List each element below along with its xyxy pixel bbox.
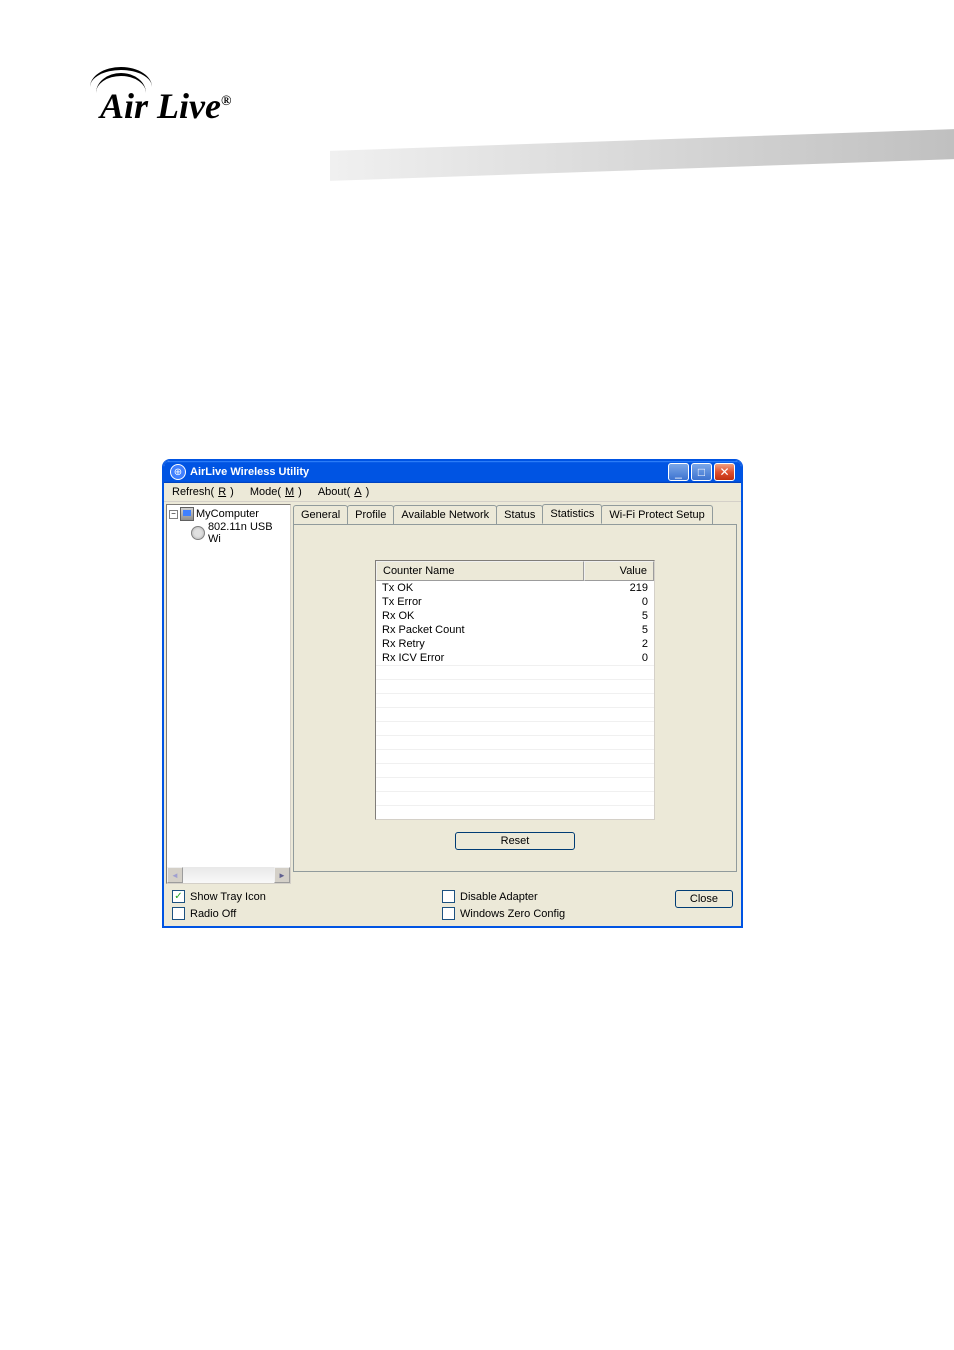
- tree-child[interactable]: 802.11n USB Wi: [191, 521, 288, 545]
- tree-panel: − MyComputer 802.11n USB Wi ◄ ►: [166, 504, 291, 884]
- stats-row[interactable]: Tx OK 219: [376, 581, 654, 595]
- stats-row[interactable]: Rx OK 5: [376, 609, 654, 623]
- windows-zero-checkbox[interactable]: [442, 907, 455, 920]
- checkbox-group-left: ✓ Show Tray Icon Radio Off: [172, 890, 442, 920]
- logo-registered: ®: [221, 94, 231, 109]
- windows-zero-label: Windows Zero Config: [460, 908, 565, 920]
- counter-value: 5: [584, 610, 654, 622]
- menu-refresh[interactable]: Refresh(R): [168, 485, 238, 499]
- statistics-table: Counter Name Value Tx OK 219 Tx Error 0: [375, 560, 655, 820]
- menu-mode[interactable]: Mode(M): [246, 485, 306, 499]
- scroll-track[interactable]: [183, 867, 274, 883]
- disable-adapter-checkbox-item[interactable]: Disable Adapter: [442, 890, 675, 903]
- stats-row[interactable]: Rx Retry 2: [376, 637, 654, 651]
- logo-arc-icon: [90, 67, 152, 87]
- counter-value: 0: [584, 596, 654, 608]
- stats-empty-row: [376, 707, 654, 721]
- close-icon: ✕: [719, 465, 729, 479]
- wifi-adapter-icon: [191, 526, 205, 540]
- main-area: − MyComputer 802.11n USB Wi ◄ ►: [164, 502, 741, 886]
- tab-profile[interactable]: Profile: [347, 505, 394, 525]
- titlebar[interactable]: ⊕ AirLive Wireless Utility _ □ ✕: [164, 461, 741, 483]
- counter-name: Rx ICV Error: [376, 652, 584, 664]
- counter-value: 0: [584, 652, 654, 664]
- windows-zero-checkbox-item[interactable]: Windows Zero Config: [442, 907, 675, 920]
- header-gradient: [330, 129, 954, 181]
- window-body: − MyComputer 802.11n USB Wi ◄ ►: [164, 502, 741, 926]
- window-title: AirLive Wireless Utility: [190, 466, 668, 478]
- tab-available-network[interactable]: Available Network: [393, 505, 497, 525]
- minimize-icon: _: [675, 465, 682, 479]
- radio-off-label: Radio Off: [190, 908, 236, 920]
- stats-empty-row: [376, 665, 654, 679]
- titlebar-buttons: _ □ ✕: [668, 463, 735, 481]
- maximize-icon: □: [698, 465, 705, 479]
- show-tray-checkbox-item[interactable]: ✓ Show Tray Icon: [172, 890, 442, 903]
- stats-empty-row: [376, 777, 654, 791]
- bottom-bar: ✓ Show Tray Icon Radio Off Disable Adapt…: [164, 886, 741, 926]
- tree-collapse-icon[interactable]: −: [169, 510, 178, 519]
- tab-status[interactable]: Status: [496, 505, 543, 525]
- disable-adapter-label: Disable Adapter: [460, 891, 538, 903]
- menubar: Refresh(R) Mode(M) About(A): [164, 483, 741, 502]
- tab-wps[interactable]: Wi-Fi Protect Setup: [601, 505, 712, 525]
- close-button[interactable]: Close: [675, 890, 733, 908]
- scroll-left-button[interactable]: ◄: [167, 867, 183, 883]
- stats-row[interactable]: Tx Error 0: [376, 595, 654, 609]
- disable-adapter-checkbox[interactable]: [442, 890, 455, 903]
- stats-empty-row: [376, 693, 654, 707]
- stats-empty-row: [376, 721, 654, 735]
- menu-about[interactable]: About(A): [314, 485, 373, 499]
- counter-name: Tx OK: [376, 582, 584, 594]
- app-window: ⊕ AirLive Wireless Utility _ □ ✕ Refresh…: [163, 460, 742, 927]
- counter-name: Rx Retry: [376, 638, 584, 650]
- counter-value: 5: [584, 624, 654, 636]
- stats-header: Counter Name Value: [376, 561, 654, 581]
- stats-empty-row: [376, 805, 654, 819]
- maximize-button[interactable]: □: [691, 463, 712, 481]
- stats-empty-row: [376, 791, 654, 805]
- radio-off-checkbox-item[interactable]: Radio Off: [172, 907, 442, 920]
- stats-row[interactable]: Rx ICV Error 0: [376, 651, 654, 665]
- scroll-right-button[interactable]: ►: [274, 867, 290, 883]
- minimize-button[interactable]: _: [668, 463, 689, 481]
- stats-body: Tx OK 219 Tx Error 0 Rx OK 5: [376, 581, 654, 819]
- computer-icon: [180, 507, 194, 521]
- tab-panel: General Profile Available Network Status…: [293, 502, 741, 886]
- counter-name: Tx Error: [376, 596, 584, 608]
- airlive-logo: Air Live®: [100, 85, 231, 127]
- tree-content: − MyComputer 802.11n USB Wi: [167, 505, 290, 547]
- checkbox-group-mid: Disable Adapter Windows Zero Config: [442, 890, 675, 920]
- tree-root-label: MyComputer: [196, 508, 259, 520]
- app-icon: ⊕: [170, 464, 186, 480]
- show-tray-label: Show Tray Icon: [190, 891, 266, 903]
- tab-content-statistics: Counter Name Value Tx OK 219 Tx Error 0: [293, 524, 737, 872]
- stats-empty-row: [376, 763, 654, 777]
- close-window-button[interactable]: ✕: [714, 463, 735, 481]
- stats-empty-row: [376, 735, 654, 749]
- tab-general[interactable]: General: [293, 505, 348, 525]
- tree-scrollbar: ◄ ►: [167, 867, 290, 883]
- stats-empty-row: [376, 679, 654, 693]
- stats-empty-row: [376, 749, 654, 763]
- counter-name: Rx OK: [376, 610, 584, 622]
- counter-value: 219: [584, 582, 654, 594]
- show-tray-checkbox[interactable]: ✓: [172, 890, 185, 903]
- tab-statistics[interactable]: Statistics: [542, 504, 602, 524]
- page-header: Air Live®: [0, 0, 954, 180]
- stats-header-name[interactable]: Counter Name: [376, 561, 584, 581]
- tabs: General Profile Available Network Status…: [293, 504, 737, 524]
- tree-root[interactable]: − MyComputer: [169, 507, 288, 521]
- tree-child-label: 802.11n USB Wi: [208, 521, 288, 545]
- stats-row[interactable]: Rx Packet Count 5: [376, 623, 654, 637]
- counter-name: Rx Packet Count: [376, 624, 584, 636]
- counter-value: 2: [584, 638, 654, 650]
- reset-button[interactable]: Reset: [455, 832, 575, 850]
- stats-header-value[interactable]: Value: [584, 561, 654, 581]
- radio-off-checkbox[interactable]: [172, 907, 185, 920]
